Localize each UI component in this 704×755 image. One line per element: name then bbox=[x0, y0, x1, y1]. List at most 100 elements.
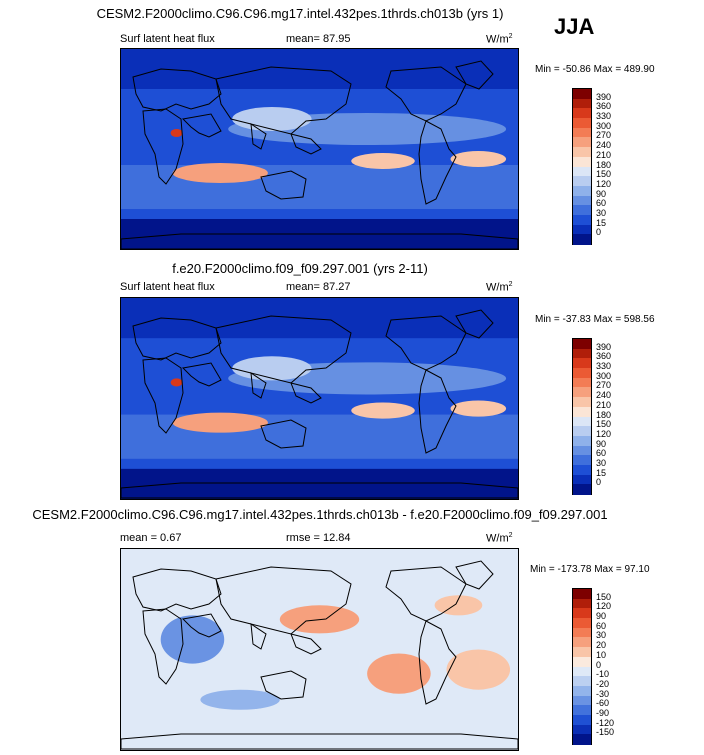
colorbar-label: 180 bbox=[596, 159, 612, 170]
colorbar-label: 120 bbox=[596, 428, 612, 439]
colorbar-swatch bbox=[573, 205, 591, 216]
coastline bbox=[418, 120, 457, 205]
colorbar-label: 60 bbox=[596, 620, 607, 631]
panel-2-colorbar bbox=[572, 338, 592, 495]
coastline bbox=[142, 357, 184, 434]
colorbar-swatch bbox=[573, 387, 591, 398]
coastline bbox=[121, 733, 518, 750]
field-blob bbox=[232, 356, 312, 381]
panel-3-colorbar bbox=[572, 588, 592, 745]
colorbar-label: -150 bbox=[596, 727, 615, 738]
colorbar-label: 360 bbox=[596, 101, 612, 112]
panel-1-minmax: Min = -50.86 Max = 489.90 bbox=[535, 64, 655, 75]
panel-1-field bbox=[121, 49, 518, 249]
colorbar-swatch bbox=[573, 455, 591, 466]
colorbar-label: 15 bbox=[596, 467, 607, 478]
colorbar-swatch bbox=[573, 598, 591, 609]
colorbar-label: 300 bbox=[596, 370, 612, 381]
season-label: JJA bbox=[554, 14, 595, 39]
field-blob bbox=[170, 129, 183, 137]
coastline bbox=[455, 60, 494, 90]
coastline bbox=[121, 233, 518, 249]
field-blob bbox=[450, 400, 507, 417]
panel-1-title: CESM2.F2000climo.C96.C96.mg17.intel.432p… bbox=[96, 6, 504, 21]
colorbar-swatch bbox=[573, 435, 591, 447]
field-blob bbox=[172, 163, 268, 183]
coastline bbox=[132, 68, 222, 112]
coastline bbox=[181, 362, 222, 387]
colorbar-swatch bbox=[573, 695, 591, 706]
colorbar-swatch bbox=[573, 368, 591, 379]
field-blob bbox=[232, 107, 312, 131]
colorbar-label: 150 bbox=[596, 419, 612, 430]
colorbar-swatch bbox=[573, 137, 591, 148]
panel-2-variable: Surf latent heat flux bbox=[120, 281, 215, 293]
colorbar-swatch bbox=[573, 484, 591, 495]
colorbar-swatch bbox=[573, 416, 591, 427]
colorbar-label: 360 bbox=[596, 351, 612, 362]
panel-1-colorbar bbox=[572, 88, 592, 245]
colorbar-swatch bbox=[573, 156, 591, 167]
colorbar-swatch bbox=[573, 234, 591, 245]
colorbar-swatch bbox=[573, 464, 591, 476]
coastline bbox=[181, 613, 222, 638]
panel-2-map bbox=[120, 297, 519, 500]
colorbar-label: 15 bbox=[596, 217, 607, 228]
panel-3-title: CESM2.F2000climo.C96.C96.mg17.intel.432p… bbox=[32, 507, 608, 522]
coastline bbox=[418, 369, 457, 454]
field-blob bbox=[200, 689, 280, 710]
colorbar-label: -60 bbox=[596, 698, 610, 709]
coastline bbox=[260, 170, 307, 200]
colorbar-swatch bbox=[573, 647, 591, 658]
colorbar-swatch bbox=[573, 185, 591, 197]
field-blob bbox=[160, 615, 225, 664]
colorbar-swatch bbox=[573, 627, 591, 638]
colorbar-label: -30 bbox=[596, 688, 610, 699]
colorbar-swatch bbox=[573, 166, 591, 177]
colorbar-label: 240 bbox=[596, 140, 612, 151]
coastline bbox=[132, 317, 222, 361]
field-blob bbox=[170, 378, 183, 387]
coastline bbox=[418, 620, 457, 705]
colorbar-label: 270 bbox=[596, 380, 612, 391]
panel-3-field bbox=[121, 549, 518, 750]
colorbar-label: 30 bbox=[596, 630, 607, 641]
colorbar-label: 330 bbox=[596, 361, 612, 372]
colorbar-label: 90 bbox=[596, 611, 607, 622]
colorbar-swatch bbox=[573, 714, 591, 726]
colorbar-swatch bbox=[573, 214, 591, 226]
panel-1-units: W/m2 bbox=[486, 33, 513, 46]
panel-2-title: f.e20.F2000climo.f09_f09.297.001 (yrs 2-… bbox=[172, 261, 428, 276]
colorbar-swatch bbox=[573, 656, 591, 667]
field-blob bbox=[172, 412, 268, 433]
colorbar-swatch bbox=[573, 685, 591, 697]
colorbar-label: -20 bbox=[596, 678, 610, 689]
field-band bbox=[121, 49, 518, 89]
coastline bbox=[290, 382, 322, 404]
panel-3-units: W/m2 bbox=[486, 532, 513, 545]
colorbar-swatch bbox=[573, 377, 591, 388]
colorbar-swatch bbox=[573, 724, 591, 735]
colorbar-label: 300 bbox=[596, 120, 612, 131]
colorbar-swatch bbox=[573, 195, 591, 206]
colorbar-swatch bbox=[573, 637, 591, 648]
colorbar-label: -10 bbox=[596, 669, 610, 680]
colorbar-swatch bbox=[573, 397, 591, 408]
colorbar-swatch bbox=[573, 89, 591, 100]
panel-2-units: W/m2 bbox=[486, 281, 513, 294]
coastline bbox=[142, 108, 184, 185]
colorbar-swatch bbox=[573, 589, 591, 600]
panel-1-mean: mean= 87.95 bbox=[286, 33, 351, 45]
coastline bbox=[215, 66, 352, 135]
panel-1-map bbox=[120, 48, 519, 250]
colorbar-swatch bbox=[573, 358, 591, 369]
colorbar-swatch bbox=[573, 108, 591, 119]
colorbar-label: 90 bbox=[596, 438, 607, 449]
colorbar-swatch bbox=[573, 705, 591, 716]
coastline bbox=[181, 113, 222, 138]
field-blob bbox=[351, 402, 415, 419]
colorbar-swatch bbox=[573, 339, 591, 350]
colorbar-swatch bbox=[573, 127, 591, 138]
colorbar-label: 30 bbox=[596, 207, 607, 218]
colorbar-swatch bbox=[573, 348, 591, 359]
